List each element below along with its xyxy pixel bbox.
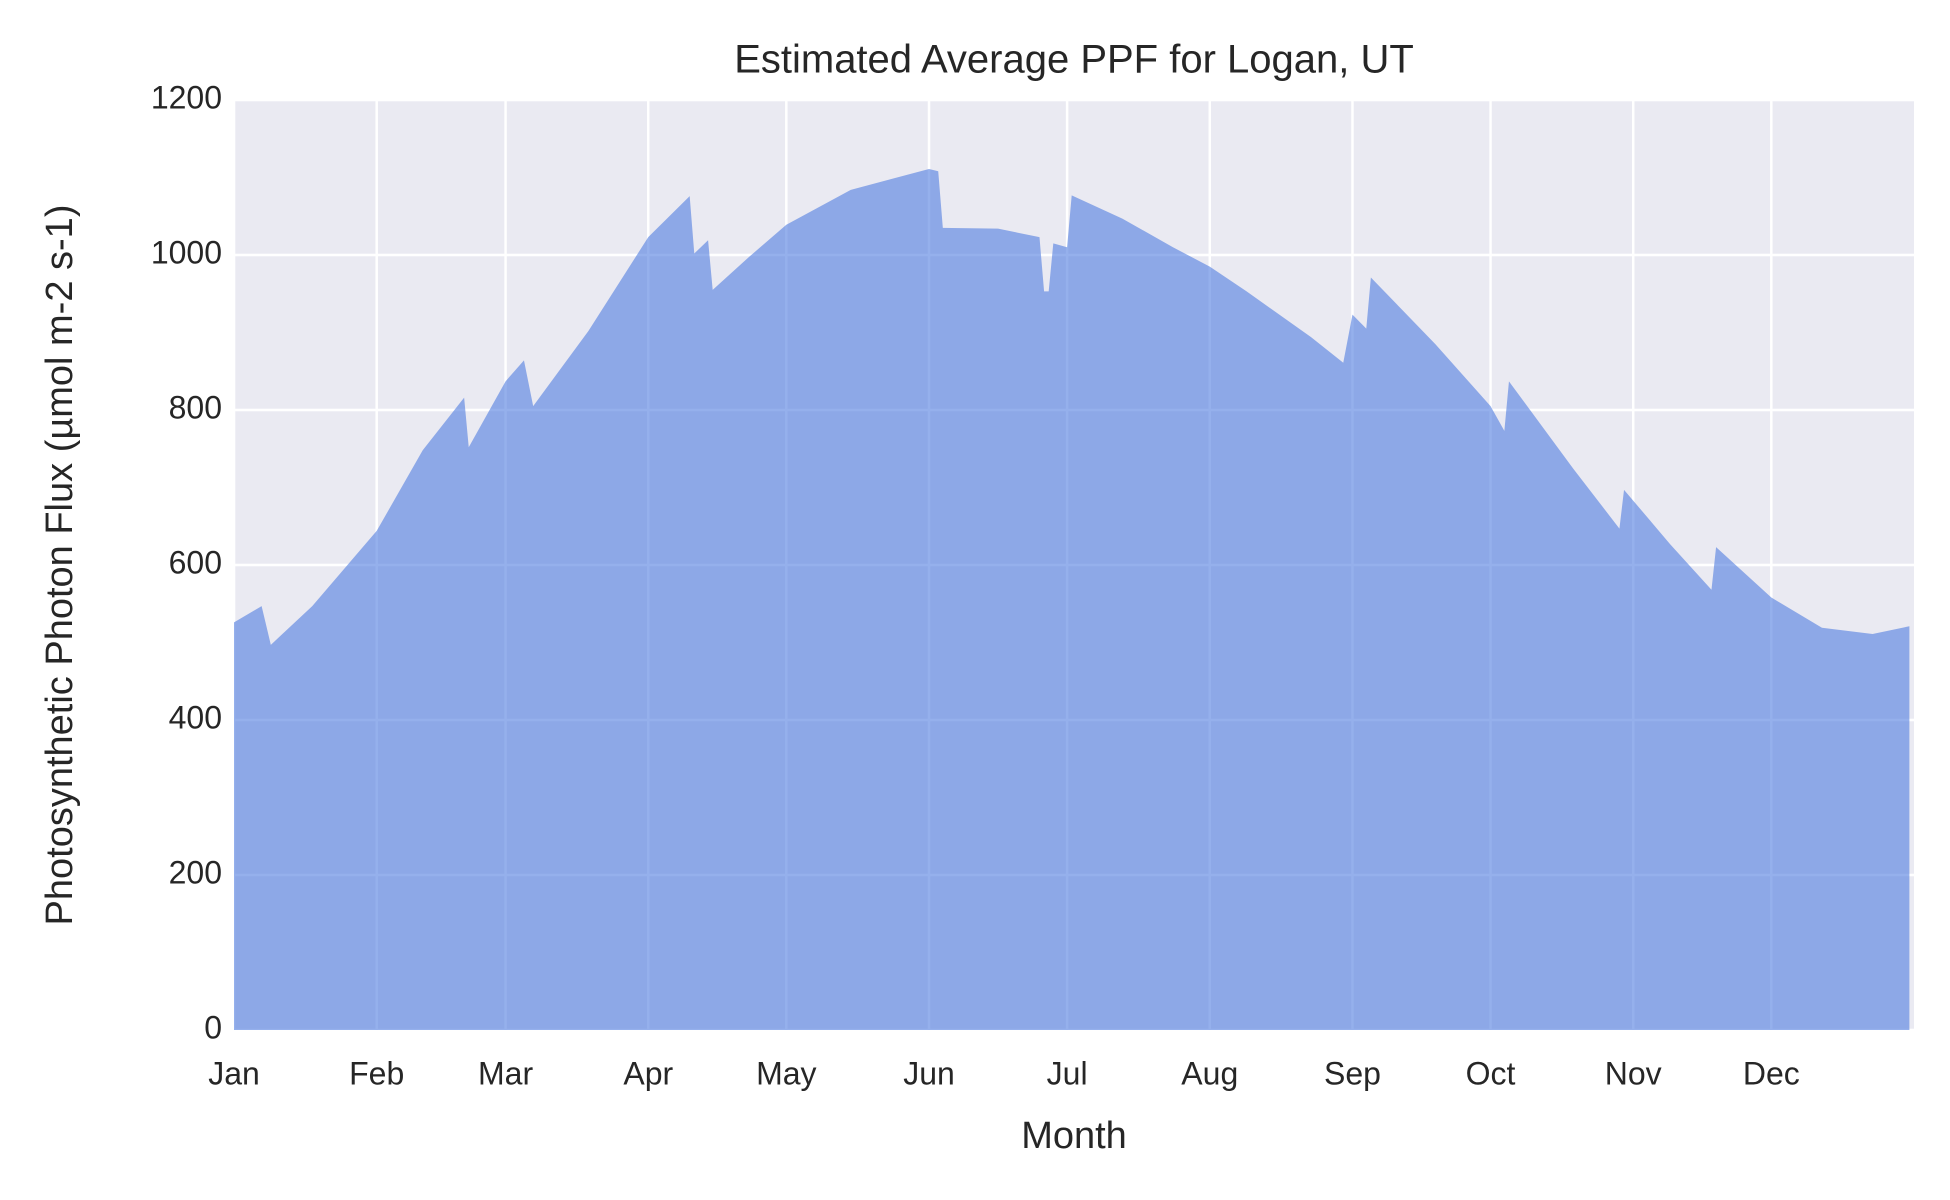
x-tick-label: Jan — [208, 1055, 260, 1091]
x-tick-label: Oct — [1466, 1055, 1516, 1091]
x-tick-label: May — [756, 1055, 816, 1091]
x-tick-label: Nov — [1605, 1055, 1662, 1091]
y-tick-label: 600 — [169, 544, 222, 580]
x-tick-label: Mar — [478, 1055, 533, 1091]
x-tick-label: Sep — [1324, 1055, 1381, 1091]
x-tick-label: Feb — [349, 1055, 404, 1091]
x-tick-label: Jul — [1047, 1055, 1088, 1091]
x-tick-label: Aug — [1181, 1055, 1238, 1091]
x-axis-label: Month — [1021, 1115, 1127, 1157]
x-tick-label: Dec — [1743, 1055, 1800, 1091]
y-tick-label: 0 — [204, 1009, 222, 1045]
x-tick-label: Jun — [903, 1055, 955, 1091]
y-tick-label: 400 — [169, 699, 222, 735]
y-tick-label: 800 — [169, 389, 222, 425]
tick-labels: 0 200 400 600 800 1000 1200 Jan Feb Mar Apr May Jun J… — [151, 79, 1800, 1091]
y-tick-label: 1000 — [151, 234, 222, 270]
x-tick-label: Apr — [623, 1055, 673, 1091]
marks — [234, 168, 1910, 1031]
y-tick-label: 200 — [169, 854, 222, 890]
y-axis-label: Photosynthetic Photon Flux (µmol m-2 s-1… — [39, 205, 81, 926]
y-tick-label: 1200 — [151, 79, 222, 115]
chart-title: Estimated Average PPF for Logan, UT — [734, 38, 1414, 82]
area — [234, 168, 1910, 1031]
